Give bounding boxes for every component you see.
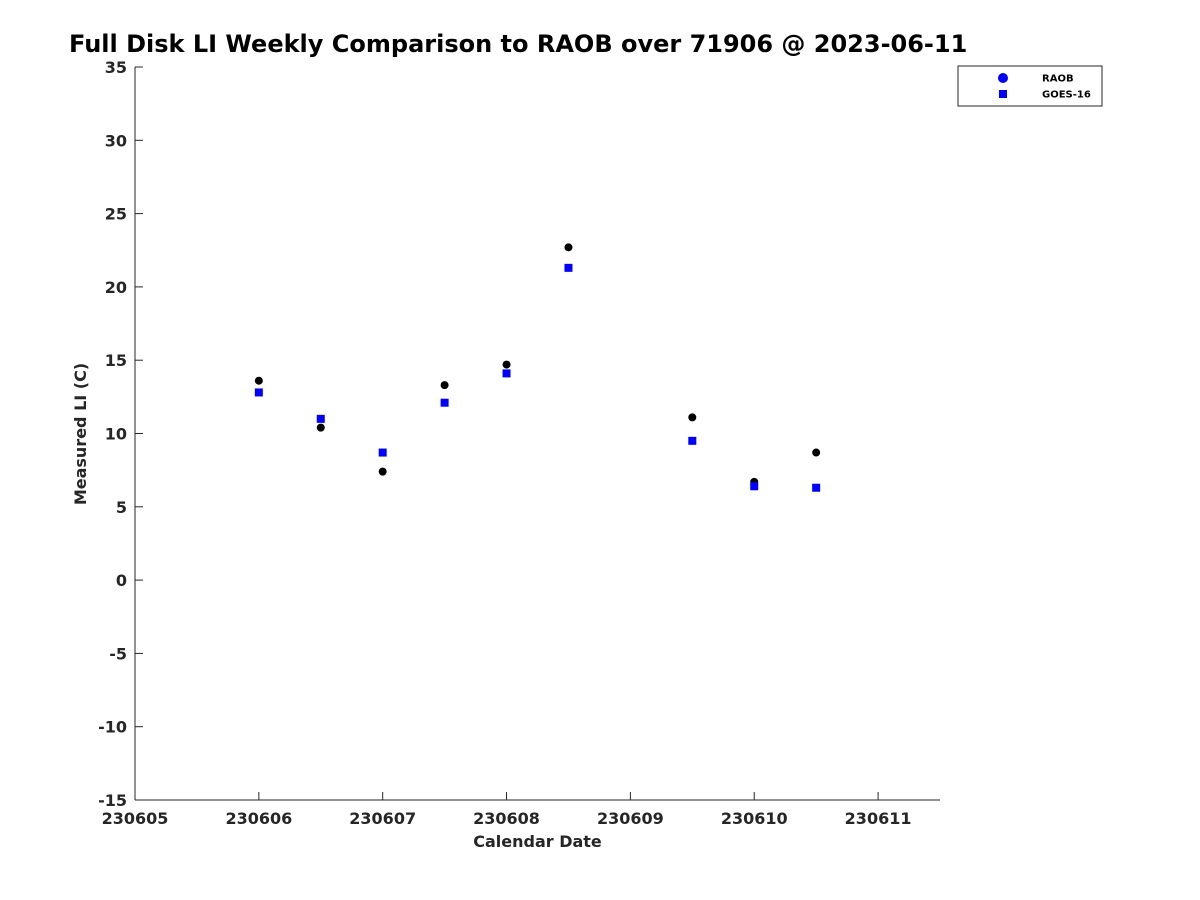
y-tick-label: 5 bbox=[116, 498, 127, 517]
x-axis-ticks: 230605 230606 230607 230608 230609 230610 2306… bbox=[102, 792, 912, 828]
data-points bbox=[254, 243, 821, 492]
point-goes16 bbox=[378, 448, 387, 457]
legend-marker-raob bbox=[998, 73, 1008, 83]
chart-title: Full Disk LI Weekly Comparison to RAOB o… bbox=[69, 30, 968, 58]
axes bbox=[134, 67, 940, 801]
y-tick-label: 10 bbox=[105, 425, 127, 444]
y-tick-label: 20 bbox=[105, 278, 127, 297]
x-tick-label: 230607 bbox=[349, 809, 416, 828]
y-tick-label: -15 bbox=[98, 791, 127, 810]
y-axis-label: Measured LI (C) bbox=[71, 363, 90, 505]
point-raob bbox=[564, 243, 573, 252]
legend-marker-goes16 bbox=[999, 90, 1007, 98]
point-raob bbox=[378, 467, 387, 476]
y-tick-label: -10 bbox=[98, 718, 127, 737]
x-tick-label: 230608 bbox=[473, 809, 540, 828]
y-tick-label: 35 bbox=[105, 58, 127, 77]
legend-box bbox=[957, 65, 1103, 107]
point-raob bbox=[316, 423, 325, 432]
y-tick-label: -5 bbox=[109, 644, 127, 663]
legend-label-raob: RAOB bbox=[1042, 74, 1074, 85]
point-goes16 bbox=[254, 388, 263, 397]
point-raob bbox=[254, 376, 263, 385]
point-goes16 bbox=[564, 263, 573, 272]
y-tick-label: 25 bbox=[105, 205, 127, 224]
legend-label-goes16: GOES-16 bbox=[1042, 90, 1091, 101]
point-raob bbox=[502, 360, 511, 369]
point-goes16 bbox=[812, 483, 821, 492]
y-tick-label: 0 bbox=[116, 571, 127, 590]
point-raob bbox=[812, 448, 821, 457]
y-tick-label: 30 bbox=[105, 131, 127, 150]
point-raob bbox=[440, 381, 449, 390]
point-goes16 bbox=[502, 369, 511, 378]
x-tick-label: 230605 bbox=[102, 809, 169, 828]
legend: RAOB GOES-16 bbox=[957, 65, 1103, 107]
y-axis-ticks: -15 -10 -5 0 5 10 15 20 25 30 35 bbox=[98, 58, 143, 810]
x-tick-label: 230609 bbox=[597, 809, 664, 828]
point-goes16 bbox=[316, 414, 325, 423]
point-goes16 bbox=[750, 482, 759, 491]
x-tick-label: 230606 bbox=[225, 809, 292, 828]
x-tick-label: 230611 bbox=[845, 809, 912, 828]
x-tick-label: 230610 bbox=[721, 809, 788, 828]
point-goes16 bbox=[440, 398, 449, 407]
point-goes16 bbox=[688, 436, 697, 445]
point-raob bbox=[688, 413, 697, 422]
x-axis-label: Calendar Date bbox=[473, 832, 602, 851]
y-tick-label: 15 bbox=[105, 351, 127, 370]
